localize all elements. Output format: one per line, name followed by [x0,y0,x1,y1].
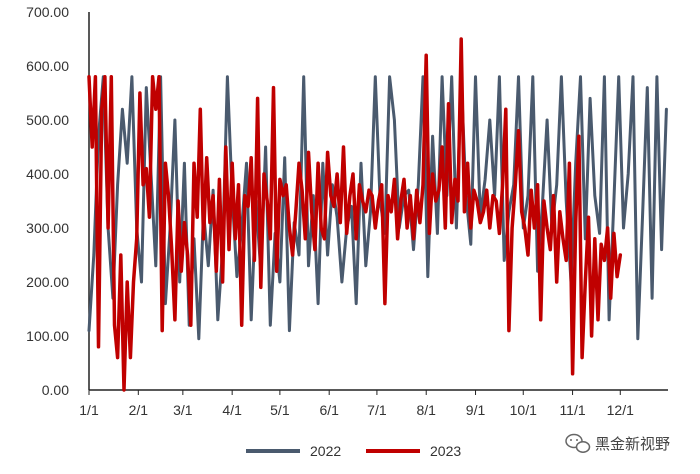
x-tick-label: 12/1 [607,402,634,418]
legend: 2022 2023 [246,443,461,459]
x-tick-label: 5/1 [270,402,290,418]
x-tick-label: 1/1 [79,402,99,418]
x-tick-label: 9/1 [466,402,486,418]
x-tick-label: 3/1 [173,402,193,418]
y-axis: 0.00 100.00 200.00 300.00 400.00 500.00 600.00… [26,4,90,398]
x-tick-label: 2/1 [129,402,149,418]
legend-label-2023: 2023 [430,443,461,459]
series-line-2023 [87,37,623,392]
y-tick-label: 0.00 [42,382,69,398]
x-tick-label: 11/1 [559,402,585,418]
y-tick-label: 500.00 [26,112,69,128]
x-tick-label: 6/1 [319,402,339,418]
x-axis: 1/1 2/1 3/1 4/1 5/1 6/1 7/1 8/1 9/1 10/1 11/1 12/1 [79,389,668,418]
legend-label-2022: 2022 [310,443,341,459]
watermark: 黑金新视野 [565,433,670,453]
watermark-text: 黑金新视野 [595,435,670,453]
y-tick-label: 700.00 [26,4,69,20]
wechat-icon [565,433,591,453]
series-layer [87,37,668,392]
x-tick-label: 8/1 [416,402,436,418]
y-tick-label: 100.00 [26,328,69,344]
x-tick-label: 7/1 [367,402,387,418]
x-tick-label: 4/1 [222,402,242,418]
y-tick-label: 300.00 [26,220,69,236]
y-tick-label: 600.00 [26,58,69,74]
y-tick-label: 200.00 [26,274,69,290]
y-tick-label: 400.00 [26,166,69,182]
x-tick-label: 10/1 [510,402,537,418]
